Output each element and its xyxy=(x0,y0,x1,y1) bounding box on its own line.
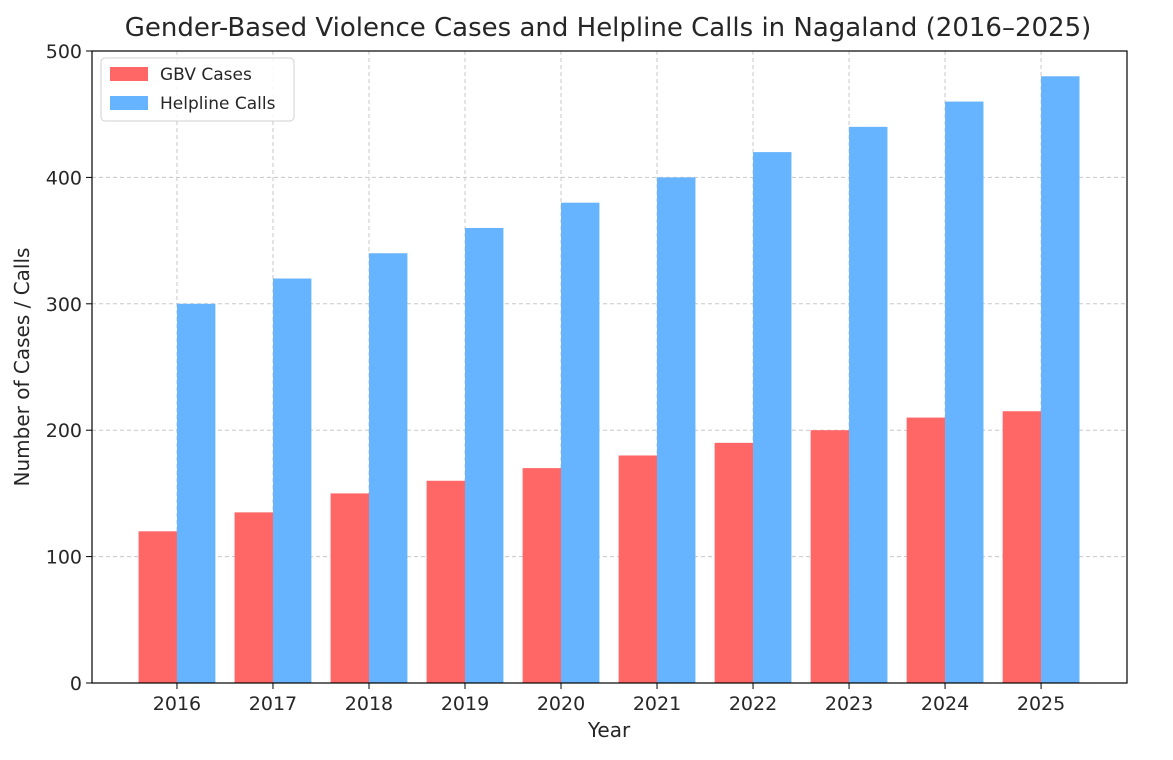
legend: GBV Cases Helpline Calls xyxy=(100,57,295,122)
x-tick-label: 2018 xyxy=(345,693,393,715)
x-tick-label: 2020 xyxy=(537,693,585,715)
x-tick-label: 2016 xyxy=(153,693,201,715)
y-tick-label: 200 xyxy=(46,420,82,442)
legend-swatch xyxy=(110,96,148,110)
bar-gbv-cases-2024 xyxy=(906,417,946,683)
y-axis-label: Number of Cases / Calls xyxy=(10,248,34,487)
bar-helpline-calls-2022 xyxy=(753,152,792,683)
x-tick-label: 2023 xyxy=(825,693,873,715)
bars xyxy=(138,76,1080,684)
x-tick-label: 2021 xyxy=(633,693,681,715)
bar-helpline-calls-2020 xyxy=(561,202,600,683)
legend-box xyxy=(100,57,295,122)
legend-swatch xyxy=(110,67,148,81)
x-tick-label: 2024 xyxy=(921,693,969,715)
y-tick-label: 0 xyxy=(70,673,82,695)
bar-gbv-cases-2019 xyxy=(426,480,466,683)
x-tick-label: 2017 xyxy=(249,693,297,715)
x-tick-label: 2019 xyxy=(441,693,489,715)
axes: 0 100 200 300 400 500 2016 2017 2018 2019 2020 2021… xyxy=(46,41,1128,715)
y-tick-label: 400 xyxy=(46,167,82,189)
bar-helpline-calls-2016 xyxy=(176,303,216,683)
bar-helpline-calls-2024 xyxy=(945,101,984,683)
legend-label: GBV Cases xyxy=(160,65,252,85)
bar-gbv-cases-2022 xyxy=(714,442,754,683)
bar-gbv-cases-2017 xyxy=(234,512,273,683)
chart-title: Gender-Based Violence Cases and Helpline… xyxy=(125,13,1092,43)
bar-helpline-calls-2021 xyxy=(657,177,696,683)
bar-gbv-cases-2021 xyxy=(618,455,658,683)
bar-gbv-cases-2016 xyxy=(138,531,177,683)
y-tick-label: 300 xyxy=(46,294,82,316)
bar-helpline-calls-2025 xyxy=(1041,76,1080,683)
y-tick-label: 500 xyxy=(46,41,82,63)
x-axis-label: Year xyxy=(587,718,631,742)
bar-helpline-calls-2019 xyxy=(465,227,504,683)
x-tick-label: 2025 xyxy=(1017,693,1065,715)
bar-helpline-calls-2018 xyxy=(368,253,408,684)
plot-frame xyxy=(91,50,1128,684)
bar-gbv-cases-2018 xyxy=(330,493,369,683)
bar-gbv-cases-2025 xyxy=(1002,411,1042,683)
bar-helpline-calls-2017 xyxy=(272,278,312,683)
y-tick-label: 100 xyxy=(46,547,82,569)
bar-helpline-calls-2023 xyxy=(849,126,888,684)
x-tick-label: 2022 xyxy=(729,693,777,715)
bar-gbv-cases-2023 xyxy=(810,430,850,683)
legend-label: Helpline Calls xyxy=(160,94,276,114)
bar-gbv-cases-2020 xyxy=(522,468,562,683)
